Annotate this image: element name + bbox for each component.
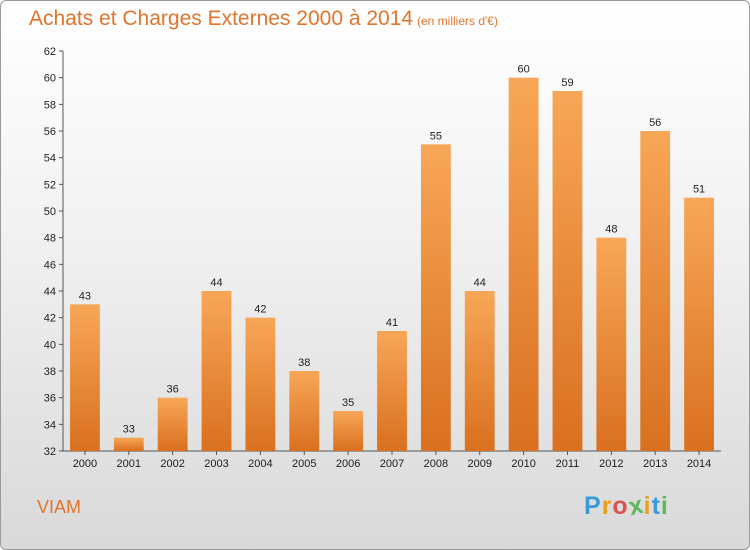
- y-tick-label: 56: [44, 126, 56, 138]
- y-tick-label: 36: [44, 393, 56, 405]
- y-tick-label: 46: [44, 259, 56, 271]
- x-tick-label-2012: 2012: [599, 458, 623, 470]
- value-label-2013: 56: [649, 117, 661, 129]
- y-tick-label: 50: [44, 206, 56, 218]
- chart-subtitle: (en milliers d'€): [417, 14, 498, 28]
- y-tick-label: 48: [44, 233, 56, 245]
- y-tick-label: 54: [44, 153, 56, 165]
- bar-2008: [420, 144, 451, 452]
- y-tick-label: 60: [44, 73, 56, 85]
- value-label-2008: 55: [430, 130, 442, 142]
- x-tick-label-2002: 2002: [160, 458, 184, 470]
- value-label-2005: 38: [298, 357, 310, 369]
- x-tick-label-2014: 2014: [687, 458, 711, 470]
- logo-letter: r: [601, 492, 613, 520]
- logo-letter: i: [643, 492, 652, 520]
- y-tick-label: 34: [44, 419, 56, 431]
- x-tick-label-2007: 2007: [380, 458, 404, 470]
- bar-2012: [596, 237, 627, 451]
- value-label-2002: 36: [167, 384, 179, 396]
- chart-title: Achats et Charges Externes 2000 à 2014: [29, 7, 414, 30]
- bar-2011: [552, 91, 583, 451]
- value-label-2011: 59: [561, 77, 573, 89]
- y-tick-label: 32: [44, 446, 56, 458]
- bar-2003: [201, 291, 232, 451]
- bar-2004: [245, 317, 276, 451]
- value-label-2006: 35: [342, 397, 354, 409]
- proxiti-logo: Proxiti: [584, 491, 669, 521]
- value-label-2003: 44: [210, 277, 222, 289]
- x-tick-label-2010: 2010: [511, 458, 535, 470]
- y-tick-label: 58: [44, 99, 56, 111]
- bar-2010: [508, 77, 539, 452]
- bar-2013: [640, 131, 671, 451]
- bar-2002: [157, 397, 188, 451]
- logo-letter: i: [660, 492, 669, 520]
- y-tick-label: 62: [44, 46, 56, 58]
- y-tick-label: 40: [44, 339, 56, 351]
- commune-name: VIAM: [37, 497, 82, 517]
- x-tick-label-2006: 2006: [336, 458, 360, 470]
- bar-2006: [333, 411, 364, 451]
- value-label-2004: 42: [254, 304, 266, 316]
- bar-2000: [70, 304, 100, 451]
- y-tick-label: 52: [44, 179, 56, 191]
- x-tick-label-2003: 2003: [204, 458, 228, 470]
- y-tick-label: 44: [44, 286, 56, 298]
- value-label-2001: 33: [123, 424, 135, 436]
- y-tick-label: 38: [44, 366, 56, 378]
- value-label-2007: 41: [386, 317, 398, 329]
- x-tick-label-2011: 2011: [556, 458, 580, 470]
- logo-letter: o: [612, 492, 629, 520]
- value-label-2010: 60: [517, 64, 529, 76]
- logo-letter: t: [651, 492, 661, 520]
- x-tick-label-2001: 2001: [117, 458, 141, 470]
- value-label-2000: 43: [79, 290, 91, 302]
- x-tick-label-2004: 2004: [248, 458, 272, 470]
- x-tick-label-2009: 2009: [467, 458, 491, 470]
- bar-2001: [113, 437, 144, 451]
- bar-2009: [464, 291, 495, 451]
- bar-2014: [684, 197, 714, 451]
- x-tick-label-2005: 2005: [292, 458, 316, 470]
- bar-2007: [377, 331, 407, 451]
- value-label-2014: 51: [693, 184, 705, 196]
- x-tick-label-2000: 2000: [73, 458, 97, 470]
- value-label-2012: 48: [605, 224, 617, 236]
- value-label-2009: 44: [474, 277, 486, 289]
- bar-2005: [289, 371, 320, 451]
- x-tick-label-2013: 2013: [643, 458, 667, 470]
- y-tick-label: 42: [44, 313, 56, 325]
- x-tick-label-2008: 2008: [424, 458, 448, 470]
- logo-letter: P: [584, 492, 602, 520]
